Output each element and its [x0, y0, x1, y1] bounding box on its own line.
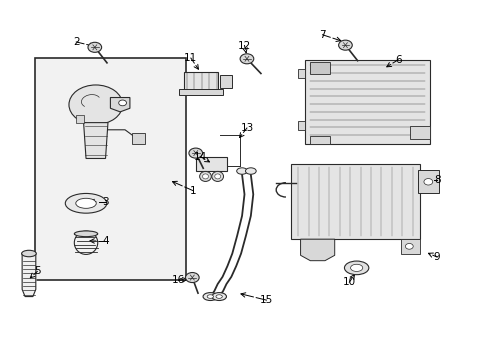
Circle shape: [185, 273, 199, 283]
Bar: [220, 75, 232, 88]
Circle shape: [423, 179, 432, 185]
Ellipse shape: [211, 171, 223, 181]
Bar: [310, 135, 329, 144]
Ellipse shape: [65, 193, 106, 213]
Ellipse shape: [211, 293, 226, 301]
Ellipse shape: [203, 293, 217, 301]
Text: 1: 1: [190, 186, 196, 196]
Ellipse shape: [216, 295, 222, 298]
Text: 9: 9: [433, 252, 440, 262]
Circle shape: [338, 40, 351, 50]
Text: 15: 15: [259, 295, 272, 305]
Ellipse shape: [21, 250, 36, 257]
Bar: [305, 60, 429, 144]
Circle shape: [88, 42, 102, 52]
Circle shape: [69, 85, 122, 125]
Polygon shape: [300, 239, 334, 261]
Ellipse shape: [214, 174, 220, 179]
Bar: [183, 72, 217, 90]
Text: 16: 16: [172, 275, 185, 285]
Bar: [35, 58, 185, 280]
Polygon shape: [110, 98, 130, 112]
Bar: [417, 170, 438, 193]
Text: 10: 10: [342, 277, 355, 287]
Ellipse shape: [202, 174, 208, 179]
Bar: [195, 157, 227, 171]
Text: 7: 7: [319, 30, 325, 40]
Ellipse shape: [207, 295, 213, 298]
Text: 3: 3: [102, 197, 109, 207]
Bar: [298, 69, 305, 78]
Ellipse shape: [236, 168, 247, 174]
Text: 14: 14: [194, 152, 207, 162]
Bar: [310, 62, 329, 74]
Bar: [290, 164, 419, 239]
Bar: [400, 239, 419, 253]
Circle shape: [405, 243, 412, 249]
Ellipse shape: [76, 198, 96, 208]
Bar: [132, 134, 144, 144]
Text: 2: 2: [73, 37, 80, 47]
Bar: [298, 121, 305, 130]
Text: 13: 13: [240, 123, 253, 133]
Polygon shape: [83, 123, 108, 158]
Polygon shape: [76, 116, 83, 123]
Ellipse shape: [344, 261, 368, 275]
Text: 5: 5: [34, 266, 41, 276]
Circle shape: [188, 148, 202, 158]
Circle shape: [119, 100, 126, 106]
Ellipse shape: [245, 168, 256, 174]
Ellipse shape: [199, 171, 211, 181]
Text: 8: 8: [433, 175, 440, 185]
Text: 4: 4: [102, 236, 109, 246]
Bar: [409, 126, 429, 139]
Text: 11: 11: [184, 53, 197, 63]
Text: 12: 12: [237, 41, 251, 50]
Ellipse shape: [74, 231, 98, 237]
Ellipse shape: [350, 264, 362, 271]
Text: 6: 6: [394, 55, 401, 65]
Polygon shape: [22, 253, 36, 297]
Circle shape: [240, 54, 253, 64]
Bar: [178, 89, 222, 95]
